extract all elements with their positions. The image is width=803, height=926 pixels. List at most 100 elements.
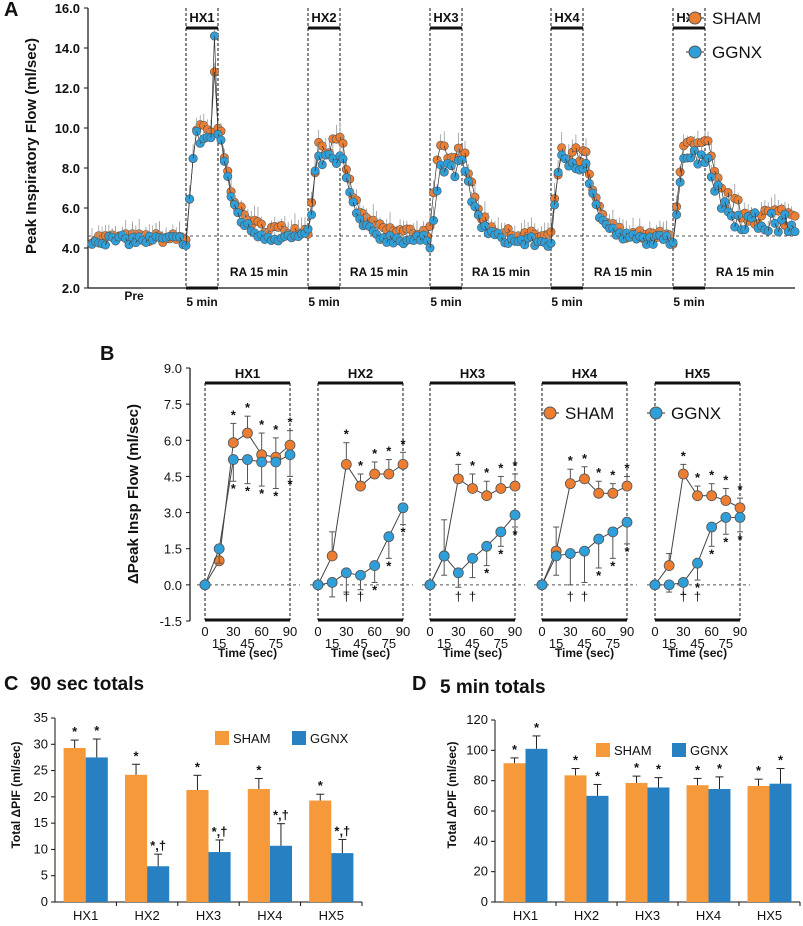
b-x-tick-label: 90	[620, 624, 634, 639]
b-x-tick-label: 15	[662, 636, 676, 651]
b-x-title: Time (sec)	[331, 646, 390, 660]
bar-y-tick-label: 25	[34, 763, 48, 778]
b-star-ggnx: *	[723, 534, 729, 549]
b-x-tick-label: 75	[382, 636, 396, 651]
b-x-tick-label: 15	[325, 636, 339, 651]
bar-x-tick-label: HX4	[696, 908, 721, 923]
b-ggnx-point	[312, 579, 324, 591]
b-ggnx-point	[227, 454, 239, 465]
a-y-tick-label: 4.0	[62, 241, 80, 256]
b-x-tick-label: 75	[719, 636, 733, 651]
b-ggnx-point	[284, 449, 296, 461]
legend-sham-marker	[688, 11, 702, 25]
b-ggnx-point	[452, 567, 464, 579]
a-ggnx-point	[450, 172, 460, 182]
b-sham-point	[383, 468, 395, 480]
panel-d-chart: 0 20 40 60 80 100 120 HX1 * * HX2 * * HX3 * * HX4 * * HX5 * *	[466, 712, 801, 923]
b-sham-point	[227, 437, 239, 449]
b-sham-point	[677, 468, 689, 480]
panel-b-letter: B	[100, 343, 114, 365]
b-y-tick-label: 4.5	[164, 469, 182, 484]
panel-a-legend: SHAM GGNX	[686, 9, 762, 62]
b-star-ggnx: *	[484, 566, 490, 581]
b-star-sham: *	[512, 458, 518, 473]
b-series-line	[668, 473, 684, 566]
b-star-sham: *	[695, 470, 701, 485]
bar-sig-mark: *	[717, 761, 723, 776]
a-trace-line	[672, 214, 677, 243]
bar-sig-mark: *	[256, 762, 262, 777]
b-sham-point	[509, 480, 521, 492]
b-sham-point	[369, 468, 381, 480]
a-5min-label: 5 min	[308, 295, 339, 309]
a-trace-line	[554, 172, 559, 205]
bar-x-tick-label: HX3	[635, 908, 660, 923]
b-dagger: †	[455, 589, 462, 604]
b-sham-point	[720, 495, 732, 506]
bar-ggnx	[331, 853, 354, 902]
b-star-sham: *	[259, 417, 265, 432]
b-star-sham: *	[681, 448, 687, 463]
bar-sham	[625, 782, 648, 902]
b-hx-label: HX4	[572, 366, 598, 381]
b-dagger: †	[581, 589, 588, 604]
b-x-tick-label: 60	[591, 624, 605, 639]
bar-sham	[247, 788, 270, 902]
bar-y-tick-label: 20	[474, 864, 488, 879]
panel-d-y-title: Total ΔPIF (ml/sec)	[445, 741, 459, 848]
bar-sham	[186, 790, 209, 902]
b-star-sham: *	[358, 458, 364, 473]
bar-y-tick-label: 30	[34, 736, 48, 751]
b-ggnx-point	[621, 516, 633, 528]
b-legend-sham-marker	[543, 406, 557, 420]
panel-a-y-title: Peak Inspiratory Flow (ml/sec)	[23, 38, 40, 254]
b-star-ggnx: *	[386, 558, 392, 573]
b-series-line	[443, 478, 459, 557]
b-y-tick-label: 0.0	[164, 578, 182, 593]
b-star-sham: *	[231, 407, 237, 422]
a-ggnx-point	[345, 187, 355, 197]
panel-d-title: 5 min totals	[440, 677, 546, 698]
bar-ggnx	[208, 852, 231, 902]
a-ggnx-point	[446, 161, 456, 171]
b-sham-point	[734, 502, 746, 514]
b-sham-point	[397, 458, 409, 470]
b-sham-point	[284, 439, 296, 451]
a-y-tick-label: 2.0	[62, 281, 80, 296]
a-trace-line	[433, 190, 438, 221]
b-star-sham: *	[470, 458, 476, 473]
a-trace-line	[429, 220, 434, 249]
b-x-tick-label: 90	[508, 624, 522, 639]
bar-sig-mark: *	[634, 760, 640, 775]
b-star-sham: *	[456, 448, 462, 463]
b-ggnx-point	[424, 579, 436, 591]
a-y-tick-label: 10.0	[55, 121, 80, 136]
b-star-sham: *	[498, 460, 504, 475]
b-dagger: †	[694, 589, 701, 604]
b-y-tick-label: 3.0	[164, 506, 182, 521]
a-y-tick-label: 12.0	[55, 81, 80, 96]
b-ggnx-point	[340, 567, 352, 579]
b-x-tick-label: 90	[396, 624, 410, 639]
c-legend-ggnx-label: GGNX	[310, 731, 349, 746]
bar-sham	[564, 775, 587, 902]
c-legend-sham-swatch	[215, 731, 229, 745]
b-x-tick-label: 75	[269, 636, 283, 651]
b-ggnx-point	[467, 552, 478, 564]
b-x-tick-label: 45	[690, 636, 704, 651]
b-x-title: Time (sec)	[668, 646, 727, 660]
b-series-line	[697, 526, 713, 564]
panel-c-legend: SHAM GGNX	[215, 731, 349, 746]
bar-ggnx	[525, 748, 548, 902]
b-star-sham: *	[723, 472, 729, 487]
b-ggnx-point	[677, 577, 689, 588]
a-5min-label: 5 min	[430, 295, 461, 309]
b-x-tick-label: 75	[606, 636, 620, 651]
bar-sig-mark: *,†	[150, 838, 166, 853]
b-x-tick-label: 45	[353, 636, 367, 651]
a-hx-label: HX2	[311, 10, 336, 25]
b-ggnx-point	[663, 579, 675, 591]
b-ggnx-point	[720, 511, 732, 523]
